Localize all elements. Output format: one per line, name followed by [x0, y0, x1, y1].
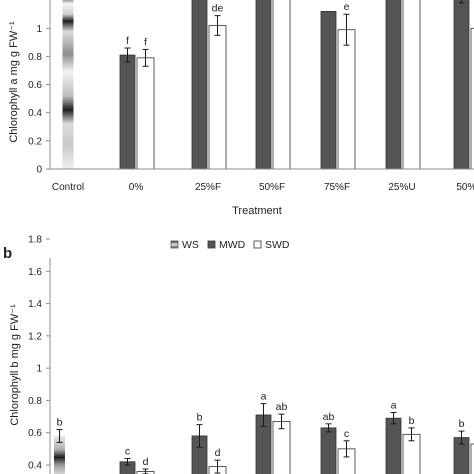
bar-swd: [136, 57, 155, 169]
significance-letter: d: [215, 447, 221, 459]
bar-swd: [272, 0, 291, 169]
bar-swd: [470, 27, 474, 169]
bar-swd: [272, 421, 291, 474]
significance-letter: d: [143, 456, 149, 468]
y-tick-label: 0.8: [28, 52, 42, 63]
significance-letter: ab: [276, 401, 288, 413]
bar-mwd: [255, 0, 272, 169]
x-tick-label: 25%U: [388, 182, 415, 193]
y-tick-label: 1: [36, 24, 42, 35]
bar-mwd: [119, 54, 136, 169]
x-tick-label: 50%F: [259, 182, 285, 193]
y-tick-label: 0: [36, 165, 42, 176]
bar-swd: [337, 29, 356, 169]
x-tick-label: Control: [52, 182, 84, 193]
legend-label-mwd: MWD: [219, 239, 246, 251]
y-tick-label: 1.6: [28, 267, 42, 278]
chlorophyll-b-panel: b WS MWD SWD bcdbdaababcabbcbc 0.40.60.8…: [3, 234, 474, 474]
bar-mwd: [385, 417, 402, 474]
y-tick-label: 1.2: [28, 331, 42, 342]
y-tick-label: 0.2: [28, 136, 42, 147]
bar-mwd: [320, 427, 337, 474]
significance-letter: b: [459, 418, 465, 430]
y-tick-label: 0.4: [28, 461, 42, 472]
legend-swatch-ws: [170, 240, 179, 249]
significance-letter: b: [409, 415, 415, 427]
y-tick-label: 1: [36, 364, 42, 375]
chlorophyll-a-y-ticks: 0 0.2 0.4 0.6 0.8 1: [28, 24, 50, 176]
bar-swd: [402, 0, 421, 169]
x-tick-label: 0%: [129, 182, 144, 193]
bar-ws: [54, 435, 65, 474]
bar-ws: [62, 0, 74, 169]
bar-mwd: [320, 11, 337, 169]
significance-letter: f: [144, 36, 147, 48]
bar-swd: [208, 25, 227, 169]
chlorophyll-b-significance-letters: bcdbdaababcabbcbc: [57, 391, 465, 468]
panel-label-b: b: [3, 245, 12, 262]
significance-letter: a: [391, 400, 397, 412]
bar-mwd: [385, 0, 402, 169]
y-tick-label: 0.8: [28, 396, 42, 407]
chlorophyll-a-significance-letters: f f de e: [126, 1, 350, 48]
significance-letter: ab: [323, 411, 335, 423]
significance-letter: b: [57, 416, 63, 428]
significance-letter: de: [212, 3, 224, 15]
y-tick-label: 0.6: [28, 428, 42, 439]
y-tick-label: 0.4: [28, 108, 42, 119]
legend-label-swd: SWD: [265, 239, 290, 251]
chlorophyll-a-x-axis-title: Treatment: [232, 205, 282, 217]
chlorophyll-a-bars: [62, 0, 474, 169]
bar-mwd: [191, 0, 208, 169]
significance-letter: a: [261, 391, 267, 403]
x-tick-label: 25%F: [195, 182, 221, 193]
y-tick-label: 1.4: [28, 299, 42, 310]
significance-letter: b: [197, 412, 203, 424]
significance-letter: c: [344, 428, 349, 440]
significance-letter: f: [126, 35, 129, 47]
x-tick-label: 50%U: [456, 182, 474, 193]
legend-swatch-swd: [253, 240, 262, 249]
chlorophyll-a-error-bars: [124, 0, 465, 67]
y-tick-label: 0.6: [28, 80, 42, 91]
chlorophyll-b-bars: [54, 414, 474, 474]
y-tick-label: 1.8: [28, 234, 42, 245]
chlorophyll-b-error-bars: [56, 403, 465, 474]
legend: WS MWD SWD: [170, 239, 290, 251]
significance-letter: c: [125, 446, 130, 458]
legend-label-ws: WS: [182, 239, 199, 251]
chlorophyll-a-panel: f f de e 0 0.2 0.4 0.6 0.8 1 Control 0% 25%F 50%F 75…: [8, 0, 474, 217]
chlorophyll-b-y-ticks: 0.4 0.6 0.8 1 1.2 1.4 1.6 1.8: [28, 234, 50, 472]
bar-swd: [470, 443, 474, 474]
chlorophyll-a-y-axis-title: Chlorophyll a mg g FW⁻¹: [8, 21, 20, 143]
legend-swatch-mwd: [207, 240, 216, 249]
x-tick-label: 75%F: [324, 182, 350, 193]
chlorophyll-b-y-axis-title: Chlorophyll b mg g FW⁻¹: [9, 304, 21, 426]
bar-mwd: [453, 0, 470, 169]
significance-letter: e: [344, 1, 350, 13]
